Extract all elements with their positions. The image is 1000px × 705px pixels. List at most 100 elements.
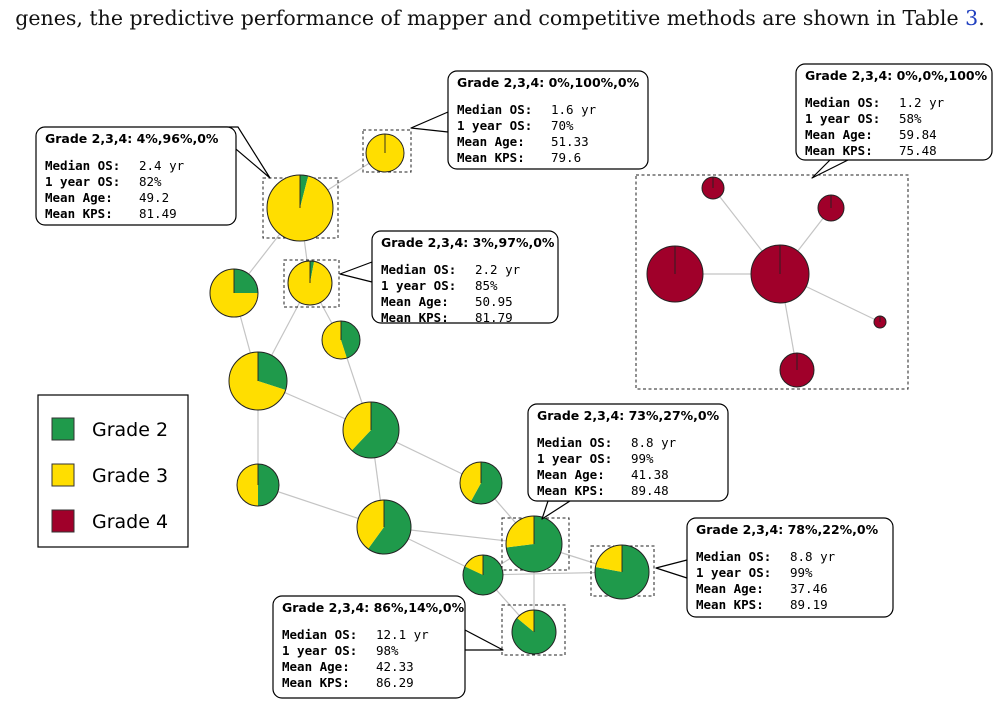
pie-node[interactable]	[462, 554, 504, 596]
callout-stat-label: 1 year OS:	[537, 451, 612, 466]
callout-box: Grade 2,3,4: 3%,97%,0% Median OS: 2.2 yr 1 …	[339, 230, 559, 325]
pie-node[interactable]	[873, 315, 887, 329]
pie-slice-grade-3	[356, 500, 384, 549]
callout-stat-label: Median OS:	[537, 435, 612, 450]
pie-node[interactable]	[817, 194, 845, 222]
callout-stat-value: 75.48	[899, 143, 937, 158]
pie-node[interactable]	[266, 174, 334, 242]
callout-stat-value: 82%	[139, 174, 162, 189]
callout-stat-value: 70%	[551, 118, 574, 133]
pie-node[interactable]	[209, 268, 259, 318]
callout-box: Grade 2,3,4: 0%,0%,100% Median OS: 1.2 yr 1…	[795, 63, 993, 179]
pie-slice-grade-3	[506, 516, 534, 548]
legend-swatch-grade-2	[51, 417, 75, 441]
pie-slice-grade-2	[368, 500, 411, 554]
callout-stat-value: 2.4 yr	[139, 158, 185, 173]
highlight-boxes	[262, 129, 909, 656]
callout-stat-label: Median OS:	[457, 102, 532, 117]
legend-label-grade-3: Grade 3	[92, 465, 168, 487]
callout-stat-value: 98%	[376, 643, 399, 658]
callout-stat-value: 2.2 yr	[475, 262, 521, 277]
pie-node[interactable]	[321, 320, 361, 360]
callout-stat-value: 81.79	[475, 310, 513, 325]
callout-stat-value: 51.33	[551, 134, 589, 149]
callout-stat-label: Mean KPS:	[45, 206, 113, 221]
callout-stat-label: Mean KPS:	[805, 143, 873, 158]
pie-node[interactable]	[459, 461, 503, 505]
legend-label-grade-4: Grade 4	[92, 511, 168, 533]
callout-frame	[272, 595, 466, 699]
callout-stat-value: 99%	[790, 565, 813, 580]
callout-stat-label: 1 year OS:	[805, 111, 880, 126]
callout-frame	[447, 70, 649, 170]
pie-slice-grade-2	[470, 462, 503, 504]
callout-header: Grade 2,3,4: 86%,14%,0%	[282, 600, 465, 615]
pie-node[interactable]	[594, 544, 650, 600]
callout-stat-label: Mean KPS:	[457, 150, 525, 165]
pie-slice-grade-3	[237, 464, 258, 506]
callout-header: Grade 2,3,4: 0%,0%,100%	[805, 68, 988, 83]
callout-stat-value: 79.6	[551, 150, 581, 165]
pie-slice-grade-2	[258, 352, 287, 390]
pie-slice-grade-2	[234, 269, 258, 293]
pie-node[interactable]	[701, 176, 725, 200]
pie-slice-grade-2	[341, 321, 360, 359]
callout-stat-label: 1 year OS:	[696, 565, 771, 580]
pie-slice-grade-2	[310, 261, 315, 283]
pie-node[interactable]	[750, 244, 810, 304]
callout-frame	[795, 63, 993, 161]
callout-stat-value: 99%	[631, 451, 654, 466]
callout-stat-label: Mean KPS:	[282, 675, 350, 690]
pie-node[interactable]	[511, 609, 557, 655]
pie-slice-grade-3	[464, 555, 483, 575]
callout-stat-value: 50.95	[475, 294, 513, 309]
legend: Grade 2 Grade 3 Grade 4	[37, 394, 189, 548]
legend-swatch-grade-4	[51, 509, 75, 533]
callout-stat-value: 8.8 yr	[631, 435, 677, 450]
callout-box: Grade 2,3,4: 86%,14%,0% Median OS: 12.1 yr…	[272, 595, 504, 699]
callout-stat-label: Mean Age:	[282, 659, 350, 674]
callout-stat-label: Median OS:	[696, 549, 771, 564]
pie-slice-grade-3	[229, 352, 286, 410]
callout-stat-value: 1.2 yr	[899, 95, 945, 110]
callout-header: Grade 2,3,4: 73%,27%,0%	[537, 408, 720, 423]
callout-stat-label: 1 year OS:	[45, 174, 120, 189]
pie-node[interactable]	[646, 245, 704, 303]
callout-stat-label: 1 year OS:	[282, 643, 357, 658]
pie-slice-grade-3	[267, 175, 333, 242]
callout-box: Grade 2,3,4: 73%,27%,0% Median OS: 8.8 yr 1…	[527, 403, 729, 520]
pie-node[interactable]	[236, 463, 280, 507]
callout-header: Grade 2,3,4: 4%,96%,0%	[45, 131, 219, 146]
pie-node[interactable]	[779, 352, 815, 388]
highlight-box	[283, 259, 340, 308]
callout-stat-value: 86.29	[376, 675, 414, 690]
pie-node[interactable]	[342, 401, 400, 459]
callout-stat-label: Mean Age:	[381, 294, 449, 309]
pie-slice-grade-3	[595, 545, 622, 572]
callout-stat-label: Mean Age:	[457, 134, 525, 149]
highlight-box	[501, 604, 566, 656]
callout-stat-value: 49.2	[139, 190, 169, 205]
pie-node[interactable]	[287, 260, 333, 306]
pie-slice-grade-3	[343, 402, 371, 451]
callout-stat-value: 89.19	[790, 597, 828, 612]
callout-stat-label: 1 year OS:	[457, 118, 532, 133]
pie-node[interactable]	[505, 515, 563, 573]
highlight-box	[635, 174, 909, 390]
callout-stat-label: Mean Age:	[805, 127, 873, 142]
table-reference-link[interactable]: 3	[965, 6, 979, 30]
pie-node[interactable]	[356, 499, 412, 555]
callout-stat-value: 85%	[475, 278, 498, 293]
pie-slice-grade-3	[460, 462, 481, 502]
callout-stat-value: 12.1 yr	[376, 627, 429, 642]
callout-stat-value: 8.8 yr	[790, 549, 836, 564]
graph-nodes	[209, 133, 887, 655]
pie-node[interactable]	[365, 133, 405, 173]
pie-node[interactable]	[228, 351, 288, 411]
callout-stat-label: Median OS:	[805, 95, 880, 110]
legend-label-grade-2: Grade 2	[92, 419, 168, 441]
callout-stat-label: Mean Age:	[537, 467, 605, 482]
highlight-box	[362, 129, 412, 173]
callout-stat-label: Mean Age:	[696, 581, 764, 596]
callout-box: Grade 2,3,4: 78%,22%,0% Median OS: 8.8 yr 1…	[655, 517, 894, 618]
